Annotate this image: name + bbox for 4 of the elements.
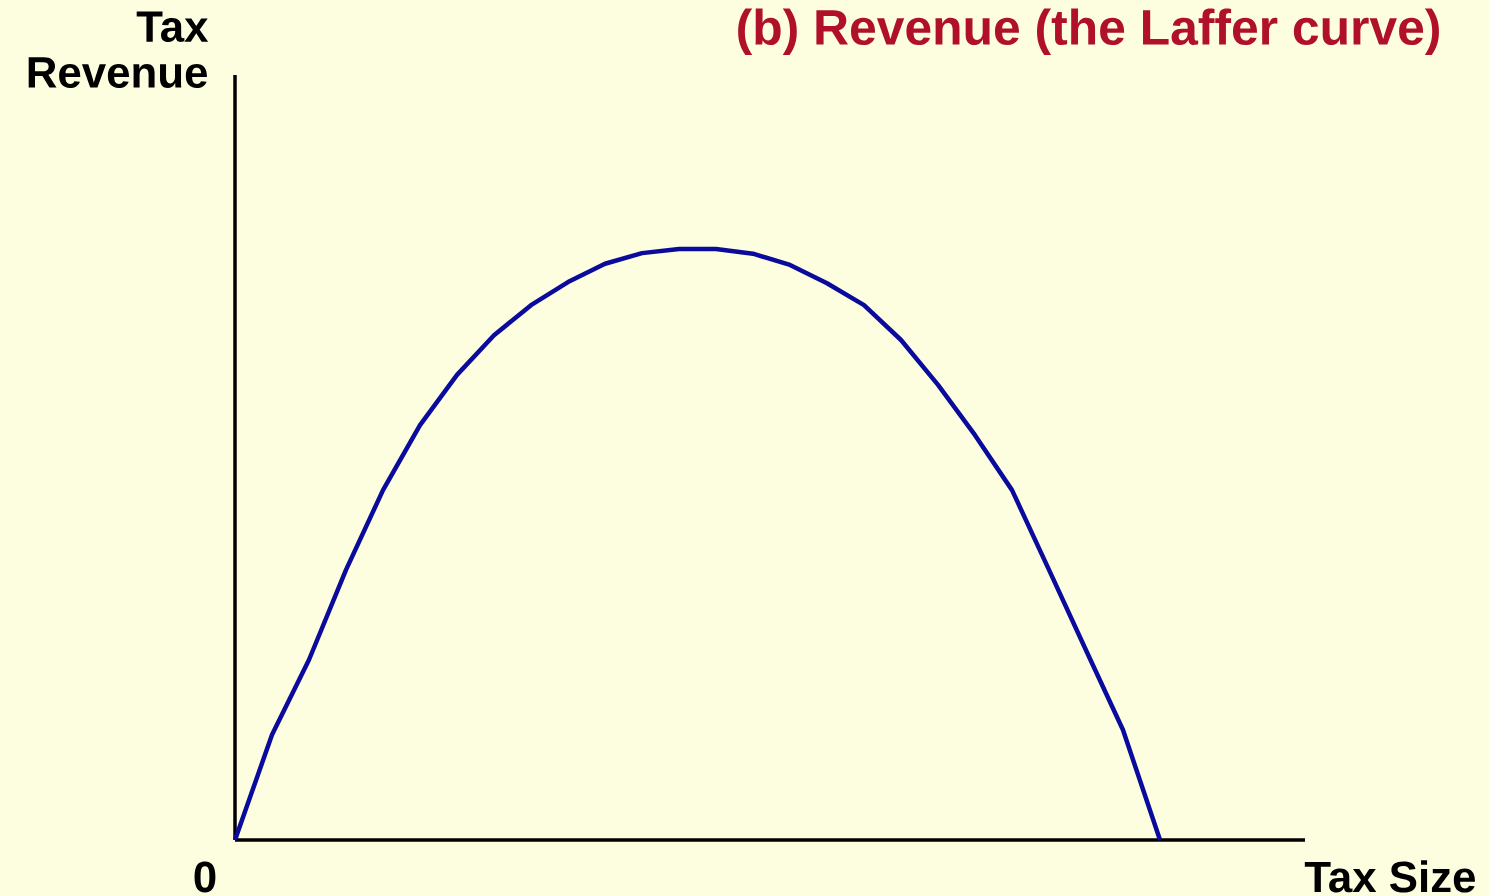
chart-title: (b) Revenue (the Laffer curve) [738,8,1439,55]
text: 0 [194,861,216,893]
y-axis-title: Tax Revenue [28,11,209,88]
x-axis-title: Tax Size [1304,860,1475,893]
